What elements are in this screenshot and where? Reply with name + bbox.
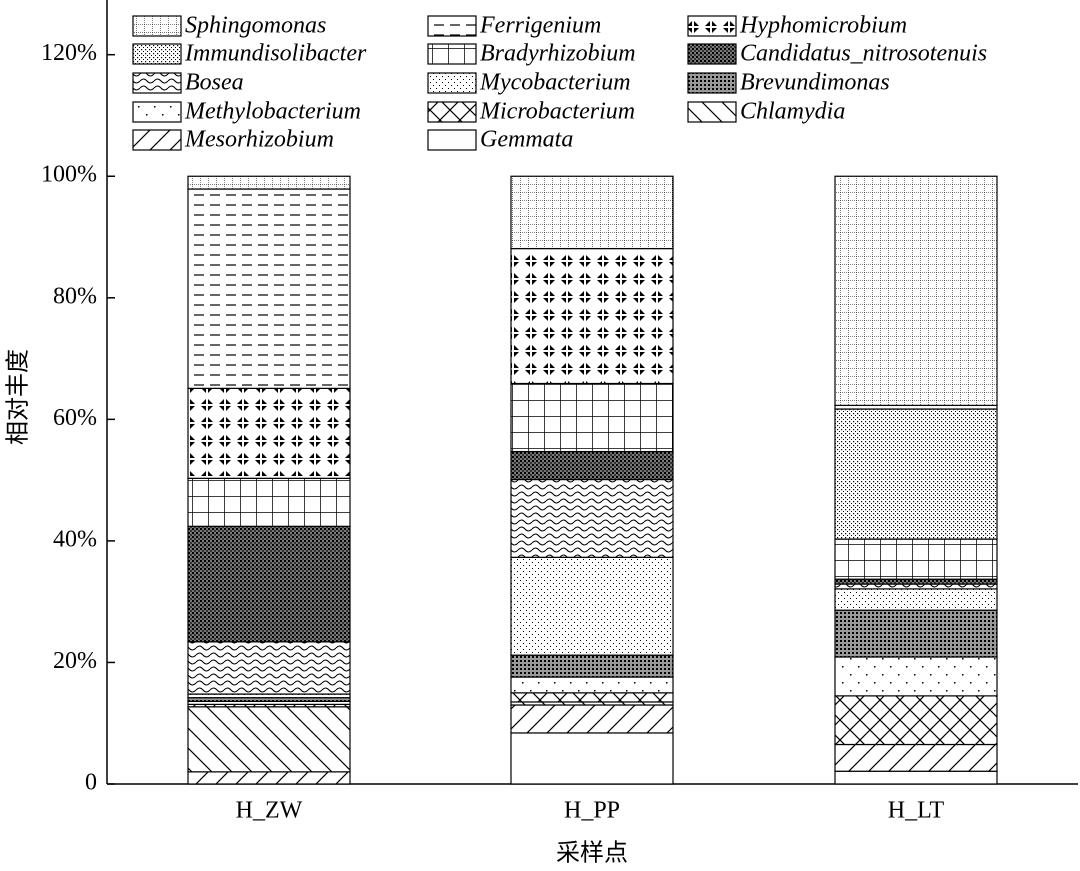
bar-segment <box>510 175 674 250</box>
legend-swatch <box>687 101 737 123</box>
bar-segment <box>510 704 674 734</box>
bar-segment <box>187 641 351 695</box>
legend-swatch <box>687 15 737 37</box>
legend-swatch <box>687 43 737 65</box>
bar-segment <box>834 656 998 697</box>
legend-swatch <box>687 72 737 94</box>
bar-segment <box>834 770 998 785</box>
legend-label: Hyphomicrobium <box>739 13 907 39</box>
legend-label: Candidatus_nitrosotenuis <box>740 41 987 67</box>
bar-segment <box>834 695 998 746</box>
bar-segment <box>510 732 674 785</box>
bar-segment <box>834 609 998 658</box>
bar-segment <box>187 706 351 773</box>
legend-swatch <box>427 101 477 123</box>
bar-segment <box>187 771 351 785</box>
x-axis-title: 采样点 <box>556 840 628 867</box>
x-tick-label: H_ZW <box>236 798 303 824</box>
legend-label: Immundisolibacter <box>184 41 367 67</box>
legend-swatch <box>427 43 477 65</box>
y-tick-label: 100% <box>41 162 97 188</box>
legend-swatch <box>427 129 477 151</box>
bar-segment <box>834 578 998 585</box>
bar-segment <box>510 676 674 694</box>
bar-segment <box>510 450 674 481</box>
legend-swatch <box>132 129 182 151</box>
legend-label: Brevundimonas <box>740 70 890 96</box>
bar-segment <box>187 188 351 389</box>
legend-label: Mycobacterium <box>479 70 631 96</box>
bar-segment <box>834 588 998 611</box>
bar-segment <box>834 408 998 540</box>
bar-segment <box>187 477 351 527</box>
legend-label: Microbacterium <box>479 99 635 125</box>
y-tick-label: 20% <box>53 648 97 674</box>
y-tick-label: 80% <box>53 283 97 309</box>
bar-segment <box>510 654 674 678</box>
legend-label: Gemmata <box>480 127 573 153</box>
legend-swatch <box>132 72 182 94</box>
legend-label: Sphingomonas <box>185 13 326 39</box>
bar-segment <box>187 525 351 643</box>
bar-segment <box>187 387 351 479</box>
y-tick-label: 120% <box>41 40 97 66</box>
y-tick-label: 0 <box>85 770 97 796</box>
y-axis-title: 相对丰度 <box>5 349 32 445</box>
legend-label: Methylobacterium <box>184 99 361 125</box>
bar-segment <box>510 382 674 453</box>
bar-segment <box>510 478 674 558</box>
bar-segment <box>187 175 351 190</box>
legend-swatch <box>132 43 182 65</box>
bar-segment <box>834 538 998 580</box>
legend-label: Ferrigenium <box>479 13 601 39</box>
legend-label: Chlamydia <box>740 99 845 125</box>
legend-label: Bosea <box>185 70 244 96</box>
bar-segment <box>834 583 998 590</box>
bar-segment <box>510 247 674 385</box>
legend-swatch <box>427 72 477 94</box>
bar-segment <box>510 556 674 656</box>
bar-segment <box>834 175 998 406</box>
x-tick-label: H_PP <box>564 798 620 824</box>
legend-label: Bradyrhizobium <box>480 41 636 67</box>
y-tick-label: 60% <box>53 405 97 431</box>
y-tick-label: 40% <box>53 526 97 552</box>
legend-label: Mesorhizobium <box>184 127 334 153</box>
bar-segment <box>834 743 998 772</box>
legend-swatch <box>132 101 182 123</box>
legend-swatch <box>427 15 477 37</box>
bar-segment <box>510 692 674 703</box>
x-tick-label: H_LT <box>888 798 945 824</box>
legend-swatch <box>132 15 182 37</box>
